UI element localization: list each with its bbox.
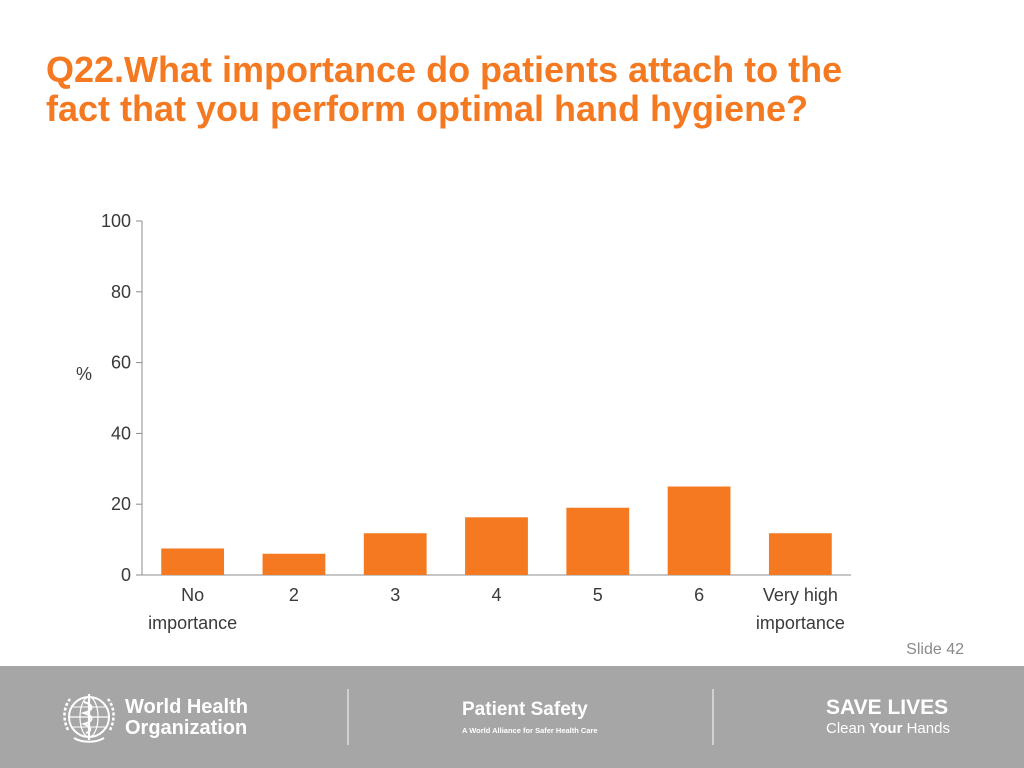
footer-divider: [712, 689, 714, 745]
who-emblem-icon: [63, 694, 115, 743]
who-name-line-1: World Health: [125, 696, 248, 718]
footer-divider: [347, 689, 349, 745]
clean-your-hands-tagline: Clean Your Hands: [826, 720, 950, 737]
x-tick-label-line: 4: [491, 585, 501, 605]
x-tick-label-line: Very high: [763, 585, 838, 605]
who-name-line-2: Organization: [125, 717, 248, 739]
x-tick-label-line: 5: [593, 585, 603, 605]
y-axis-label: %: [76, 364, 92, 384]
x-tick-label-line: 3: [390, 585, 400, 605]
y-tick-label: 0: [121, 565, 131, 585]
bar: [566, 507, 630, 575]
save-lives-heading: SAVE LIVES: [826, 696, 949, 719]
tagline-emphasis: Your: [869, 720, 903, 737]
bar: [465, 517, 528, 575]
bar: [768, 533, 832, 575]
x-tick-label: 3: [390, 585, 400, 605]
x-tick-label: No importance: [148, 585, 237, 633]
bar-chart: 0 20 40 60 80 100% No importance 2 3 4 5 6 Very high i…: [76, 211, 851, 633]
bar: [161, 548, 225, 575]
tagline-suffix: Hands: [902, 720, 950, 737]
slide-title-line-1: Q22.What importance do patients attach t…: [46, 49, 843, 90]
patient-safety-subtitle: A World Alliance for Safer Health Care: [462, 726, 598, 735]
x-tick-label: 4: [491, 585, 501, 605]
tagline-prefix: Clean: [826, 720, 870, 737]
x-tick-label-line: 2: [289, 585, 299, 605]
x-tick-label-line: importance: [148, 613, 237, 633]
slide-title: Q22.What importance do patients attach t…: [46, 50, 996, 128]
footer-bar: [0, 666, 1024, 768]
who-wordmark: World Health Organization: [125, 697, 248, 739]
x-tick-label-line: 6: [694, 585, 704, 605]
x-tick-label-line: No: [181, 585, 204, 605]
y-tick-label: 80: [111, 282, 131, 302]
y-tick-label: 100: [101, 211, 131, 231]
x-tick-label: Very high importance: [756, 585, 845, 633]
y-tick-label: 20: [111, 494, 131, 514]
slide-number: Slide 42: [906, 641, 964, 658]
slide-title-line-2: fact that you perform optimal hand hygie…: [46, 88, 809, 129]
y-tick-label: 60: [111, 353, 131, 373]
patient-safety-title: Patient Safety: [462, 699, 588, 720]
x-tick-label-line: importance: [756, 613, 845, 633]
x-tick-label: 6: [694, 585, 704, 605]
x-tick-label: 5: [593, 585, 603, 605]
x-tick-label: 2: [289, 585, 299, 605]
bar: [363, 533, 427, 575]
bar: [667, 486, 731, 575]
bar: [262, 553, 326, 575]
y-tick-label: 40: [111, 423, 131, 443]
